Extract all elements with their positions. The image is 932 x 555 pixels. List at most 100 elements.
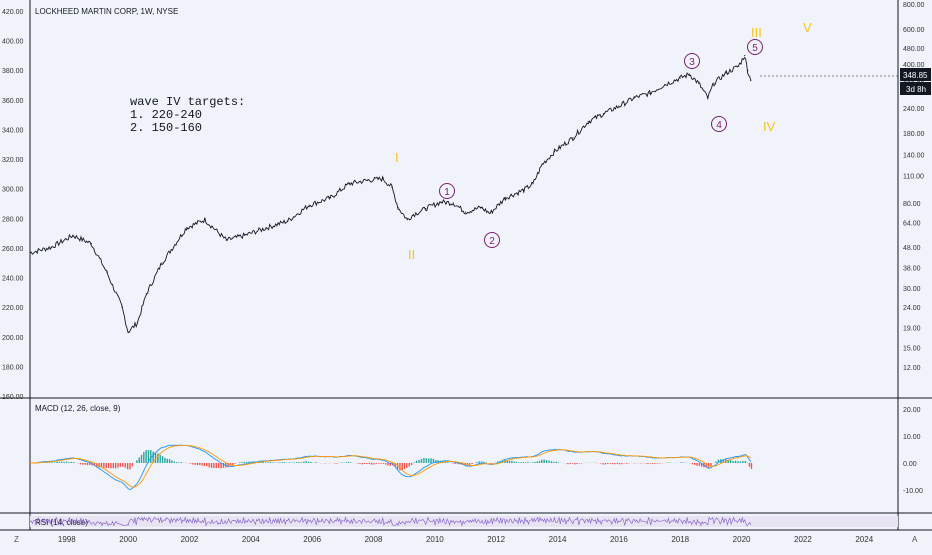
macd-hist-bar: [315, 462, 316, 463]
price-point-33: [532, 183, 533, 184]
macd-hist-bar: [426, 458, 427, 463]
right-axis-tick-8: 110.00: [903, 173, 924, 180]
price-point-11: [204, 219, 205, 220]
macd-hist-bar: [306, 461, 307, 463]
price-point-43: [680, 77, 681, 78]
symbol-title: LOCKHEED MARTIN CORP, 1W, NYSE: [35, 7, 178, 16]
macd-hist-bar: [525, 462, 526, 463]
macd-hist-bar: [378, 463, 379, 464]
macd-hist-bar: [234, 463, 235, 464]
note-line-3: 2. 150-160: [130, 121, 202, 135]
macd-hist-bar: [160, 455, 161, 463]
macd-hist-bar: [543, 460, 544, 463]
macd-hist-bar: [536, 462, 537, 463]
price-point-37: [588, 121, 589, 122]
left-axis-tick-3: 360.00: [2, 98, 24, 105]
macd-hist-bar: [614, 463, 615, 464]
macd-hist-bar: [136, 460, 137, 463]
macd-hist-bar: [192, 463, 193, 465]
macd-axis-tick-2: 0.00: [903, 461, 917, 468]
macd-hist-bar: [715, 462, 716, 463]
macd-hist-bar: [421, 459, 422, 463]
macd-hist-bar: [696, 463, 697, 466]
macd-hist-bar: [406, 463, 407, 468]
macd-hist-bar: [751, 463, 752, 469]
macd-hist-bar: [402, 463, 403, 470]
price-point-8: [146, 293, 147, 294]
macd-hist-bar: [683, 462, 684, 463]
macd-hist-bar: [387, 463, 388, 466]
price-point-38: [603, 113, 604, 114]
price-point-45: [698, 83, 699, 84]
macd-hist-bar: [167, 459, 168, 463]
price-point-34: [542, 164, 543, 165]
macd-hist-bar: [84, 463, 85, 465]
price-point-20: [382, 178, 383, 179]
price-point-39: [618, 106, 619, 107]
macd-hist-bar: [61, 461, 62, 463]
macd-hist-bar: [735, 461, 736, 463]
macd-hist-bar: [124, 463, 125, 468]
left-axis-tick-8: 260.00: [2, 246, 24, 253]
price-point-35: [554, 151, 555, 152]
macd-hist-bar: [567, 463, 568, 464]
left-axis-tick-12: 180.00: [2, 364, 24, 371]
macd-hist-bar: [380, 463, 381, 464]
macd-hist-bar: [59, 462, 60, 463]
macd-title: MACD (12, 26, close, 9): [35, 404, 121, 413]
macd-hist-bar: [272, 462, 273, 463]
macd-hist-bar: [607, 463, 608, 464]
wave-label-major-5: V: [803, 20, 812, 35]
macd-hist-bar: [176, 462, 177, 463]
macd-hist-bar: [204, 463, 205, 466]
left-axis-tick-9: 240.00: [2, 276, 24, 283]
macd-hist-bar: [334, 463, 335, 464]
macd-hist-bar: [89, 463, 90, 465]
right-axis-tick-13: 30.00: [903, 286, 921, 293]
left-axis-tick-0: 420.00: [2, 9, 24, 16]
macd-hist-bar: [476, 462, 477, 463]
macd-hist-bar: [423, 458, 424, 463]
price-point-23: [407, 219, 408, 220]
price-point-3: [91, 243, 92, 244]
price-point-17: [330, 197, 331, 198]
macd-hist-bar: [174, 461, 175, 463]
left-axis-tick-1: 400.00: [2, 39, 24, 46]
macd-hist-bar: [373, 463, 374, 465]
right-axis-tick-6: 180.00: [903, 131, 925, 138]
macd-hist-bar: [404, 463, 405, 469]
macd-hist-bar: [80, 463, 81, 464]
time-axis-tick-11: 2020: [733, 535, 751, 544]
macd-hist-bar: [602, 463, 603, 465]
macd-hist-bar: [73, 462, 74, 463]
macd-hist-bar: [369, 463, 370, 464]
time-axis-tick-3: 2004: [242, 535, 260, 544]
macd-hist-bar: [732, 461, 733, 463]
macd-hist-bar: [346, 462, 347, 463]
price-point-52: [750, 80, 751, 81]
macd-hist-bar: [385, 463, 386, 465]
macd-hist-bar: [383, 463, 384, 464]
price-point-32: [523, 189, 524, 190]
left-axis-tick-13: 160.00: [2, 394, 24, 401]
macd-hist-bar: [298, 462, 299, 463]
macd-hist-bar: [105, 463, 106, 468]
macd-hist-bar: [600, 463, 601, 464]
macd-hist-bar: [534, 462, 535, 463]
macd-hist-bar: [485, 462, 486, 463]
macd-hist-bar: [294, 462, 295, 463]
right-axis-tick-9: 80.00: [903, 201, 921, 208]
macd-hist-bar: [745, 461, 746, 463]
macd-hist-bar: [277, 462, 278, 463]
macd-hist-bar: [139, 457, 140, 463]
macd-hist-bar: [265, 462, 266, 463]
macd-hist-bar: [113, 463, 114, 468]
price-point-28: [465, 212, 466, 213]
time-axis-tick-9: 2016: [610, 535, 628, 544]
macd-hist-bar: [87, 463, 88, 465]
macd-hist-bar: [110, 463, 111, 468]
macd-hist-bar: [408, 463, 409, 467]
